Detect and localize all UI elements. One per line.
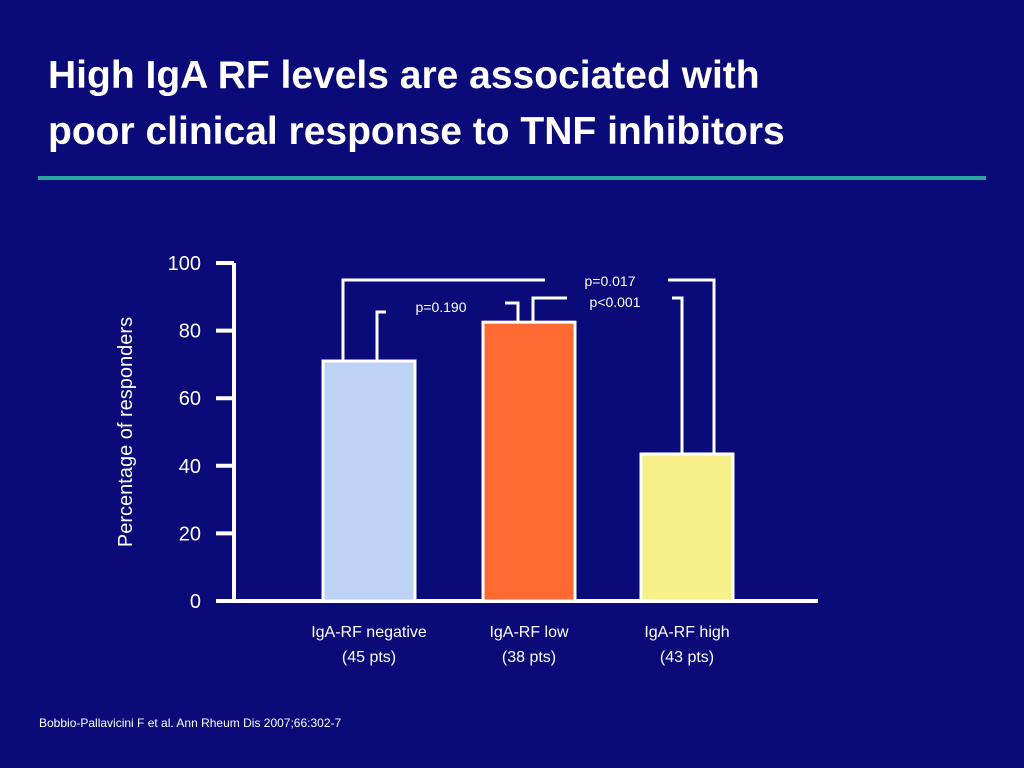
x-category-label: IgA-RF negative — [311, 624, 427, 641]
x-category-sublabel: (45 pts) — [342, 649, 396, 666]
chart-labels: 0 20 40 60 80 100 Percentage of responders IgA-… — [115, 253, 730, 666]
bar-2 — [639, 452, 735, 603]
citation: Bobbio-Pallavicini F et al. Ann Rheum Di… — [39, 716, 342, 730]
x-category-sublabel: (43 pts) — [660, 649, 714, 666]
y-tick-label: 20 — [179, 523, 201, 545]
y-tick-label: 0 — [190, 591, 201, 613]
bar-1 — [481, 320, 577, 603]
title-line-1: High IgA RF levels are associated with — [48, 54, 760, 97]
bracket-low-high-right — [672, 296, 684, 454]
slide-title: High IgA RF levels are associated with p… — [48, 48, 988, 160]
p-value-label: p=0.017 — [585, 273, 636, 289]
x-category-label: IgA-RF low — [489, 624, 569, 641]
bar-0 — [321, 359, 417, 603]
bracket-low-high-left — [531, 296, 567, 323]
bracket-negative-high-left — [341, 278, 545, 362]
p-value-label: p=0.190 — [416, 299, 467, 315]
y-axis-label: Percentage of responders — [115, 317, 137, 547]
bracket-negative-high-right — [668, 278, 716, 454]
y-tick-label: 100 — [168, 253, 201, 275]
title-divider — [38, 176, 986, 180]
title-line-2: poor clinical response to TNF inhibitors — [48, 110, 785, 153]
significance-brackets — [341, 278, 716, 454]
y-tick-label: 60 — [179, 388, 201, 410]
y-tick-label: 40 — [179, 456, 201, 478]
p-value-label: p<0.001 — [590, 294, 641, 310]
bracket-negative-low-left — [375, 310, 386, 362]
chart-bars — [321, 320, 735, 603]
y-tick-label: 80 — [179, 321, 201, 343]
bracket-negative-low-right — [505, 301, 520, 323]
x-category-label: IgA-RF high — [644, 624, 729, 641]
x-category-sublabel: (38 pts) — [502, 649, 556, 666]
